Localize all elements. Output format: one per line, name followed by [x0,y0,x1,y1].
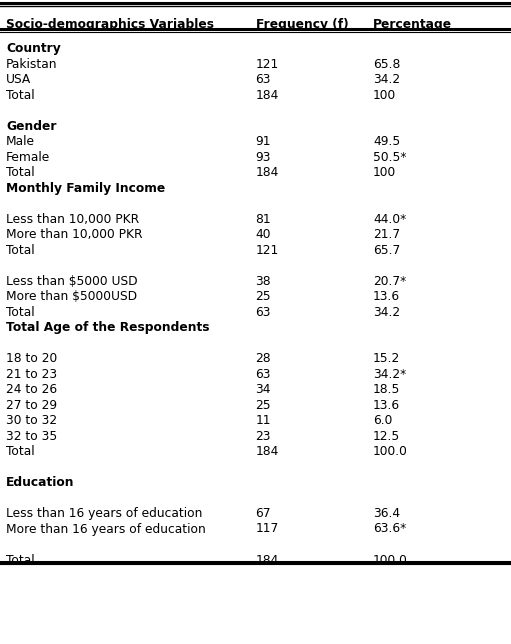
Text: Total: Total [6,243,35,256]
Text: 121: 121 [256,243,278,256]
Text: 65.8: 65.8 [373,57,401,70]
Text: 25: 25 [256,290,271,303]
Text: 34.2*: 34.2* [373,368,406,381]
Text: 63.6*: 63.6* [373,522,406,536]
Text: Less than $5000 USD: Less than $5000 USD [6,274,138,287]
Text: 100.0: 100.0 [373,553,408,567]
Text: Total: Total [6,88,35,102]
Text: 184: 184 [256,553,279,567]
Text: USA: USA [6,73,31,86]
Text: 32 to 35: 32 to 35 [6,430,57,442]
Text: Total: Total [6,445,35,458]
Text: 34.2: 34.2 [373,73,400,86]
Text: Education: Education [6,476,75,489]
Text: 28: 28 [256,352,271,365]
Text: 13.6: 13.6 [373,399,400,412]
Text: Socio-demographics Variables: Socio-demographics Variables [6,18,214,31]
Text: 12.5: 12.5 [373,430,400,442]
Text: More than 10,000 PKR: More than 10,000 PKR [6,228,143,241]
Text: 44.0*: 44.0* [373,213,406,225]
Text: 63: 63 [256,305,271,319]
Text: More than $5000USD: More than $5000USD [6,290,137,303]
Text: 23: 23 [256,430,271,442]
Text: 21.7: 21.7 [373,228,400,241]
Text: Less than 16 years of education: Less than 16 years of education [6,507,202,520]
Text: 27 to 29: 27 to 29 [6,399,57,412]
Text: Male: Male [6,135,35,148]
Text: Total: Total [6,305,35,319]
Text: 81: 81 [256,213,271,225]
Text: 18 to 20: 18 to 20 [6,352,57,365]
Text: 25: 25 [256,399,271,412]
Text: Country: Country [6,42,61,55]
Text: 30 to 32: 30 to 32 [6,414,57,427]
Text: 38: 38 [256,274,271,287]
Text: 63: 63 [256,368,271,381]
Text: Total: Total [6,166,35,179]
Text: 117: 117 [256,522,278,536]
Text: Gender: Gender [6,120,57,133]
Text: 100.0: 100.0 [373,445,408,458]
Text: Monthly Family Income: Monthly Family Income [6,182,166,194]
Text: 100: 100 [373,166,396,179]
Text: 24 to 26: 24 to 26 [6,383,57,396]
Text: 93: 93 [256,151,271,164]
Text: More than 16 years of education: More than 16 years of education [6,522,206,536]
Text: 15.2: 15.2 [373,352,400,365]
Text: 184: 184 [256,166,279,179]
Text: 36.4: 36.4 [373,507,400,520]
Text: 50.5*: 50.5* [373,151,407,164]
Text: 63: 63 [256,73,271,86]
Text: 121: 121 [256,57,278,70]
Text: 40: 40 [256,228,271,241]
Text: Female: Female [6,151,51,164]
Text: 34: 34 [256,383,271,396]
Text: Frequency (f): Frequency (f) [256,18,348,31]
Text: 21 to 23: 21 to 23 [6,368,57,381]
Text: 6.0: 6.0 [373,414,392,427]
Text: 184: 184 [256,88,279,102]
Text: Pakistan: Pakistan [6,57,58,70]
Text: 34.2: 34.2 [373,305,400,319]
Text: 20.7*: 20.7* [373,274,406,287]
Text: 49.5: 49.5 [373,135,400,148]
Text: Less than 10,000 PKR: Less than 10,000 PKR [6,213,140,225]
Text: 100: 100 [373,88,396,102]
Text: 65.7: 65.7 [373,243,400,256]
Text: 13.6: 13.6 [373,290,400,303]
Text: 11: 11 [256,414,271,427]
Text: 184: 184 [256,445,279,458]
Text: 91: 91 [256,135,271,148]
Text: Total Age of the Respondents: Total Age of the Respondents [6,321,210,334]
Text: Percentage: Percentage [373,18,452,31]
Text: 67: 67 [256,507,271,520]
Text: 18.5: 18.5 [373,383,401,396]
Text: Total: Total [6,553,35,567]
